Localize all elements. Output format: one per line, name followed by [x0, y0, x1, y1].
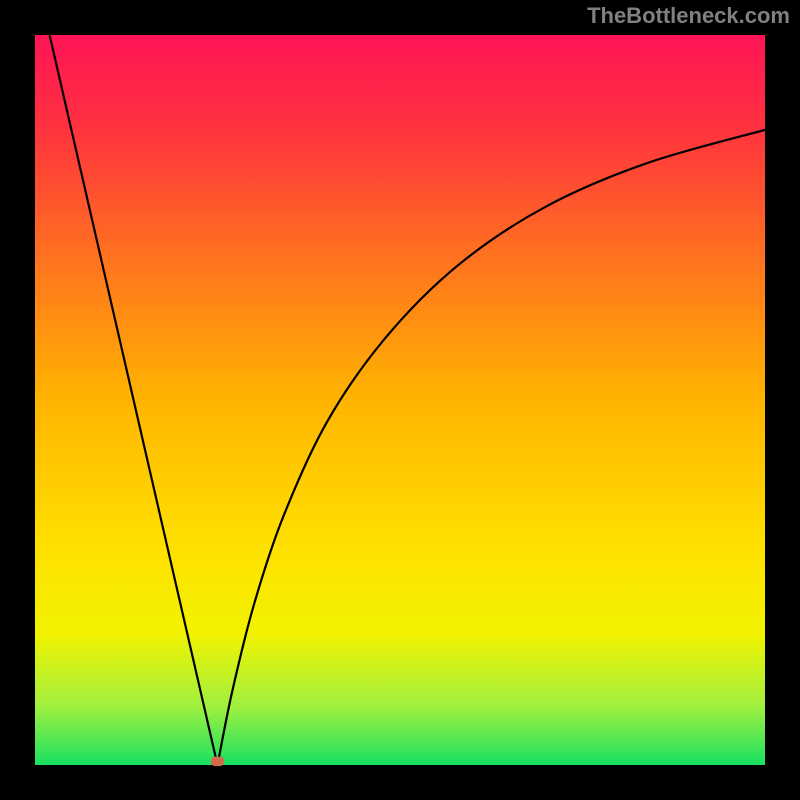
bottleneck-chart	[0, 0, 800, 800]
chart-container: TheBottleneck.com	[0, 0, 800, 800]
optimum-marker	[211, 757, 224, 766]
plot-area-background	[35, 35, 765, 765]
